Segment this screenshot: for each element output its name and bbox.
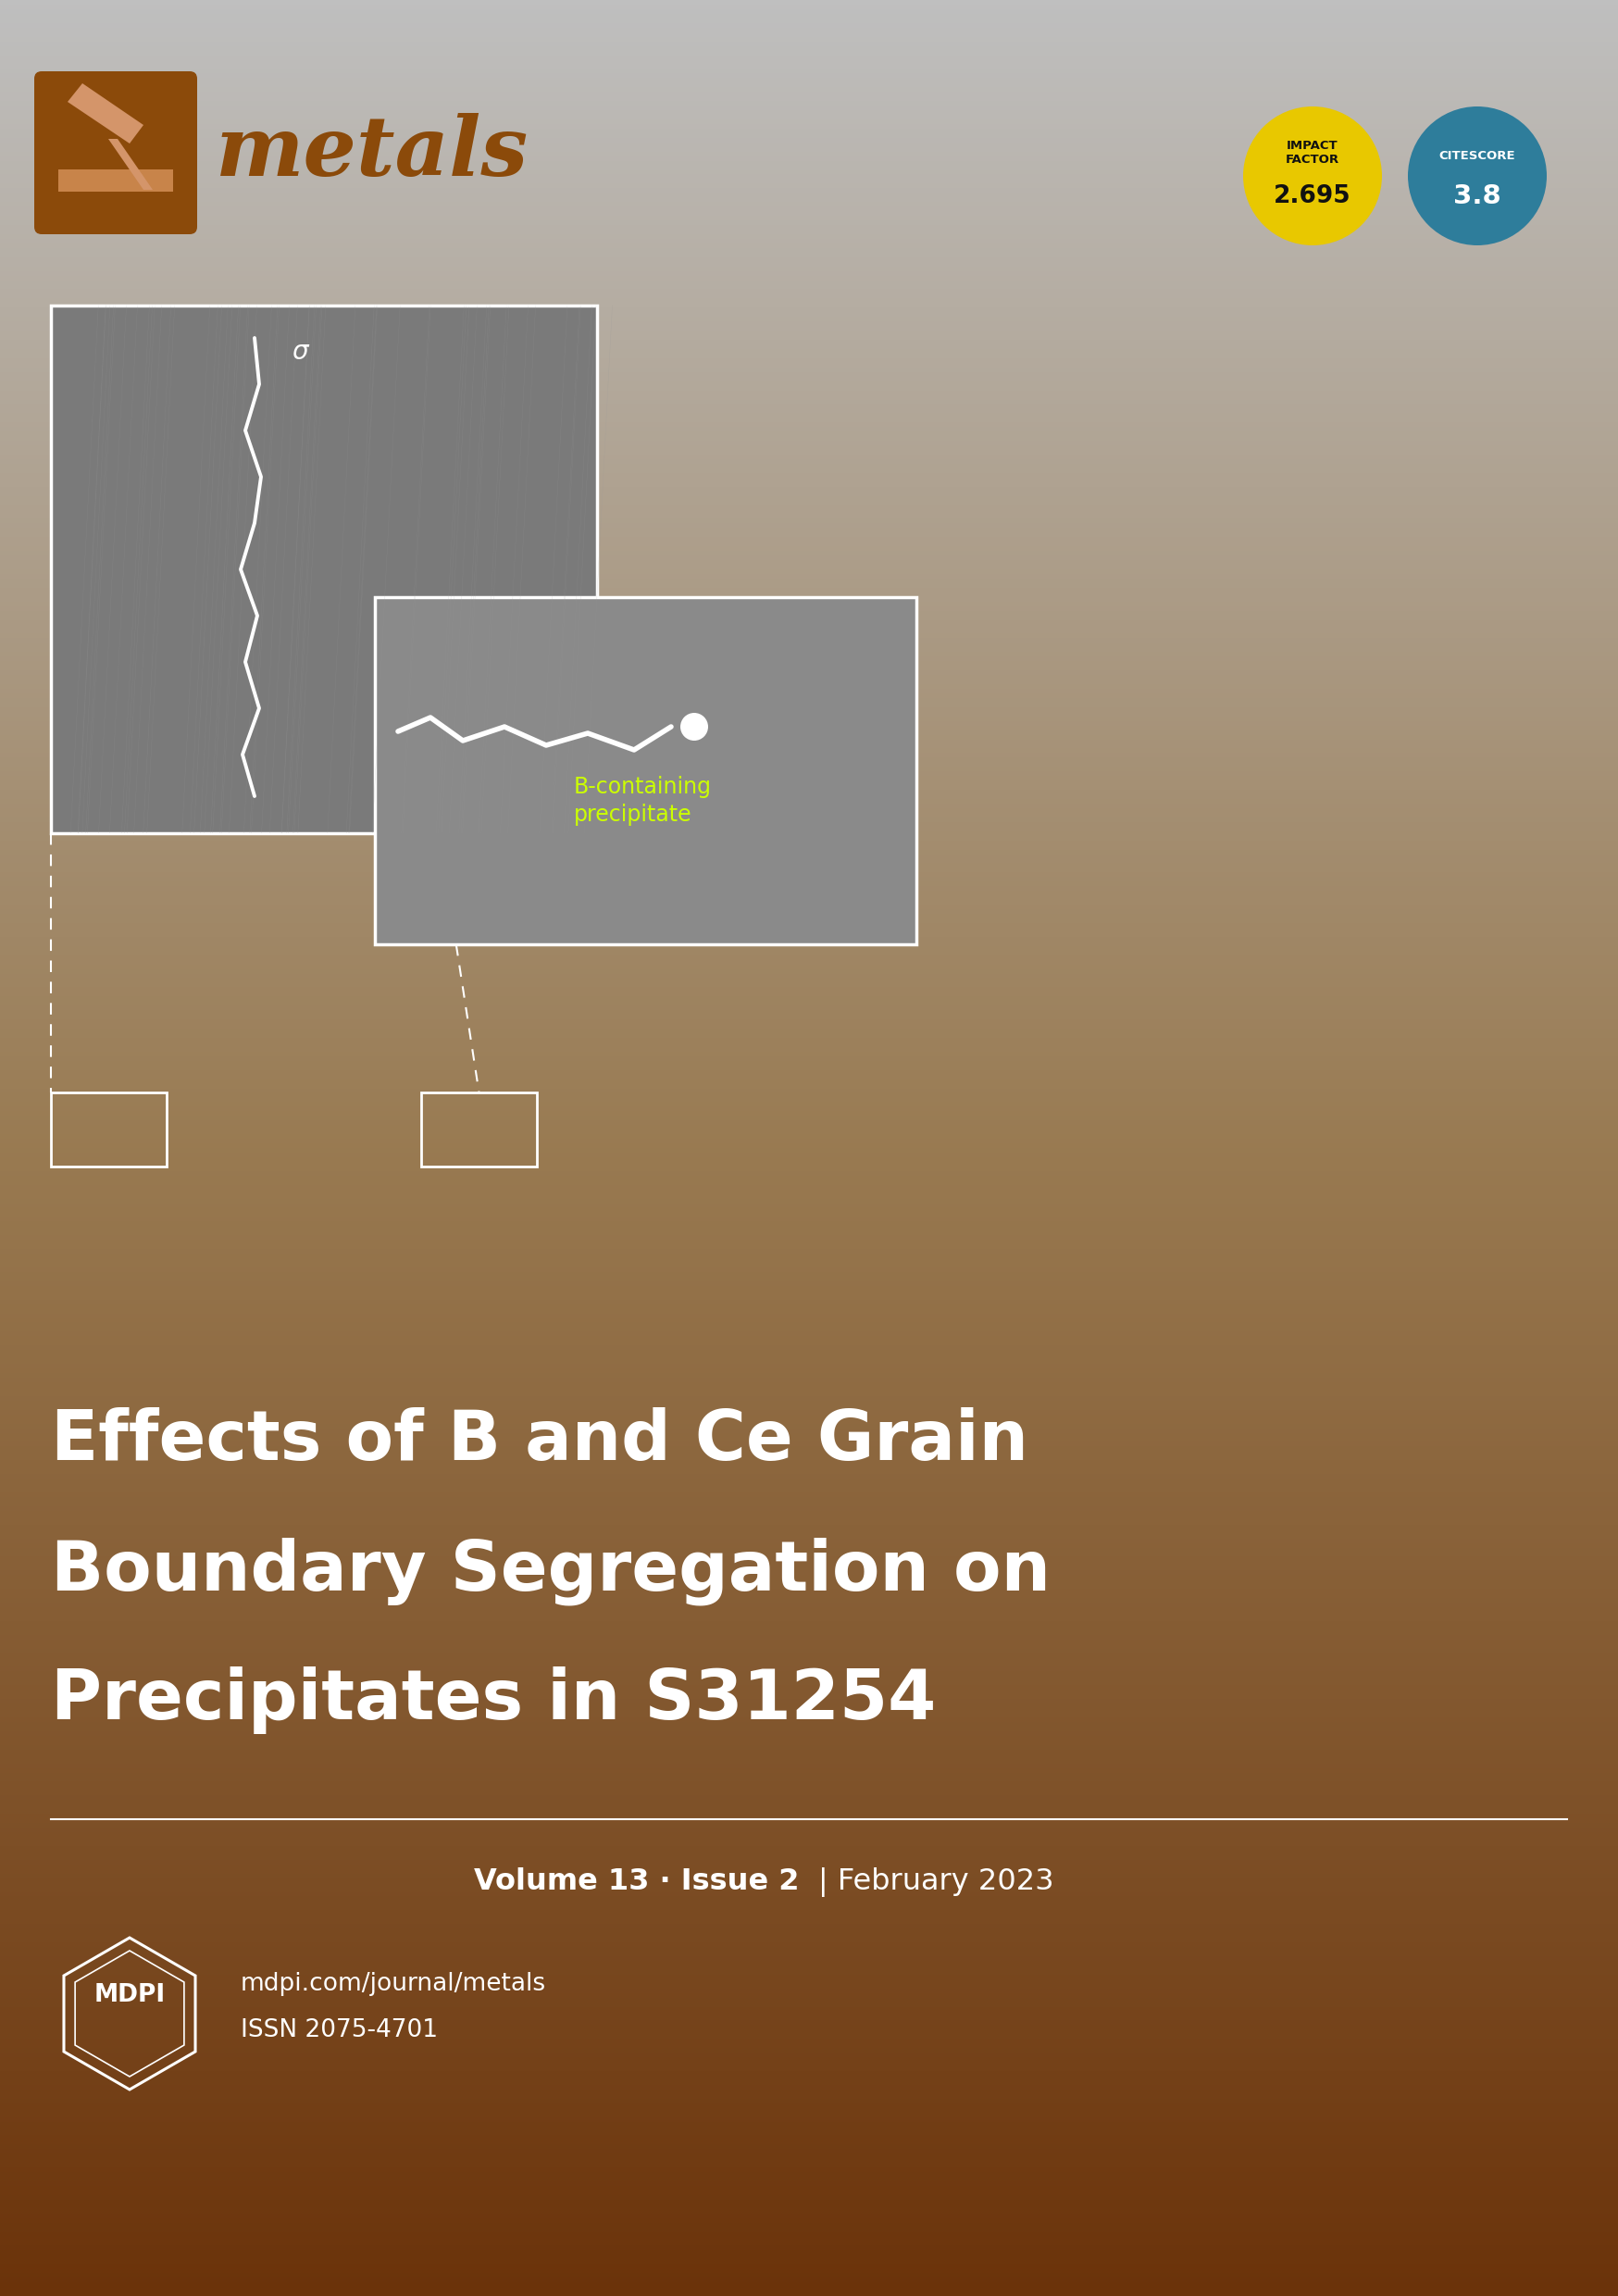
Circle shape (680, 712, 709, 742)
Text: mdpi.com/journal/metals: mdpi.com/journal/metals (241, 1972, 547, 1995)
Text: σ: σ (291, 340, 307, 365)
Bar (421, 1093, 537, 1166)
Polygon shape (68, 83, 144, 142)
Bar (375, 597, 916, 944)
Text: | February 2023: | February 2023 (819, 1867, 1053, 1896)
Circle shape (1243, 106, 1382, 246)
Text: 3.8: 3.8 (1453, 184, 1502, 209)
FancyBboxPatch shape (34, 71, 197, 234)
Text: B-containing
precipitate: B-containing precipitate (574, 776, 712, 827)
Bar (50, 305, 597, 833)
Text: IMPACT
FACTOR: IMPACT FACTOR (1286, 140, 1340, 165)
Text: Precipitates in S31254: Precipitates in S31254 (50, 1667, 937, 1733)
Text: MDPI: MDPI (94, 1984, 165, 2007)
Polygon shape (58, 170, 173, 191)
Text: CITESCORE: CITESCORE (1438, 149, 1516, 161)
Text: ISSN 2075-4701: ISSN 2075-4701 (241, 2018, 438, 2043)
Text: Boundary Segregation on: Boundary Segregation on (50, 1536, 1050, 1605)
Polygon shape (108, 138, 152, 191)
Text: Volume 13 · Issue 2: Volume 13 · Issue 2 (474, 1869, 799, 1896)
Circle shape (1408, 106, 1547, 246)
Text: 2.695: 2.695 (1273, 184, 1351, 209)
Text: Effects of B and Ce Grain: Effects of B and Ce Grain (50, 1407, 1029, 1474)
Text: metals: metals (215, 113, 529, 193)
Bar (50, 1093, 167, 1166)
